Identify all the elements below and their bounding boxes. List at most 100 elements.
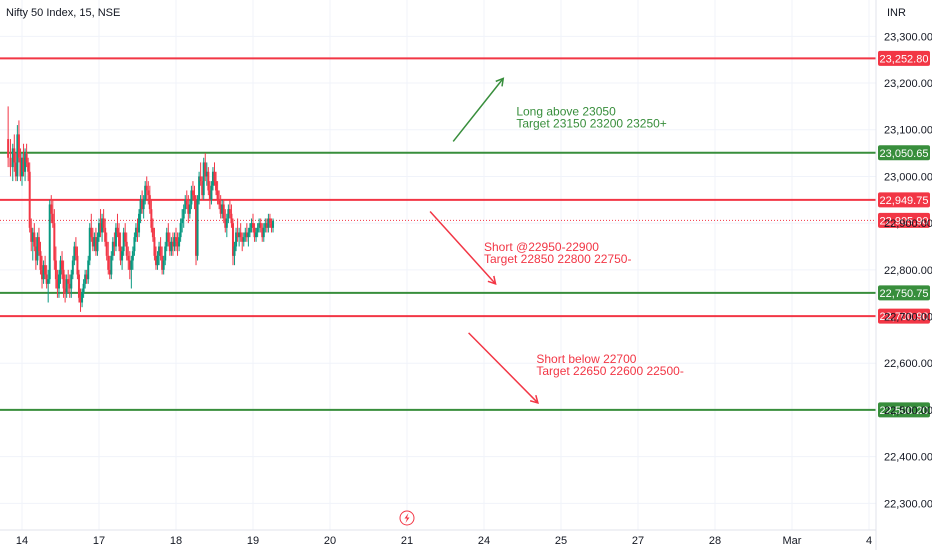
candle-body — [250, 223, 253, 228]
candle-body — [99, 223, 102, 233]
candle-body — [77, 274, 80, 298]
event-marker[interactable] — [399, 510, 415, 526]
candle-body — [65, 279, 68, 294]
candle-body — [182, 209, 185, 219]
annotation-text: Target 22850 22800 22750- — [484, 252, 631, 266]
candle-body — [81, 293, 84, 303]
candle-body — [17, 134, 20, 158]
candle-body — [211, 171, 214, 186]
candle-body — [261, 227, 264, 238]
x-tick-label: 27 — [632, 535, 644, 547]
candle-body — [175, 237, 177, 242]
candle-body — [210, 185, 213, 200]
candle-body — [101, 218, 104, 233]
candle-body — [70, 274, 73, 289]
level-price-tag — [878, 145, 930, 161]
candle-body — [19, 157, 22, 177]
candle-body — [56, 279, 59, 289]
candle-body — [67, 279, 70, 284]
candle-body — [216, 190, 219, 200]
candle-body — [170, 241, 173, 252]
currency-label[interactable]: INR — [887, 7, 906, 19]
candle-body — [94, 237, 97, 252]
candle-body — [118, 232, 121, 247]
candle-body — [201, 181, 204, 196]
candle-body — [47, 279, 50, 284]
candle-body — [28, 171, 31, 228]
candle-body — [54, 260, 57, 280]
candle-body — [24, 153, 27, 172]
candle-body — [59, 260, 62, 275]
candle-body — [248, 227, 251, 233]
x-tick-label: 25 — [555, 535, 567, 547]
candle-body — [42, 265, 45, 280]
candle-body — [145, 185, 148, 191]
candle-body — [136, 227, 139, 233]
candle-body — [236, 232, 239, 238]
candle-body — [239, 232, 242, 238]
x-tick-label: 21 — [401, 535, 413, 547]
level-price-label: 22,949.75 — [880, 195, 929, 207]
annotation-text: Long above 23050 — [516, 105, 616, 119]
candle-body — [227, 209, 230, 219]
candle-body — [122, 232, 125, 252]
candle-body — [116, 227, 119, 233]
x-tick-label: Mar — [783, 535, 802, 547]
candle-body — [64, 288, 67, 294]
candle-body — [165, 232, 168, 247]
candle-body — [134, 227, 137, 238]
candle-body — [233, 246, 236, 256]
candle-body — [193, 195, 196, 200]
candle-body — [191, 190, 194, 196]
candle-body — [82, 283, 85, 294]
candle-body — [264, 223, 267, 228]
candle-body — [195, 199, 198, 256]
candle-body — [114, 227, 117, 247]
candle-body — [53, 223, 56, 261]
annotation-arrow-short — [429, 210, 497, 285]
candle-body — [133, 237, 136, 252]
x-tick-label: 28 — [709, 535, 721, 547]
y-tick-label: 23,300.00 — [884, 31, 932, 43]
candle-body — [235, 232, 238, 247]
candle-body — [85, 274, 88, 280]
candle-body — [39, 251, 42, 270]
lightning-bolt-icon — [399, 510, 415, 526]
candle-body — [190, 190, 193, 205]
candle-body — [119, 246, 122, 261]
time-axis[interactable]: 14 17 18 19 20 21 24 25 27 28 Mar 4 — [0, 529, 876, 547]
annotation-text: Short below 22700 — [536, 352, 636, 366]
candle-body — [231, 223, 234, 256]
candle-body — [93, 237, 96, 247]
candle-body — [111, 241, 114, 256]
candle-body — [104, 227, 107, 242]
candle-body — [253, 227, 256, 238]
y-tick-label: 23,200.00 — [884, 78, 932, 90]
candle-body — [125, 241, 128, 256]
level-price-label: 22,500.20 — [880, 405, 929, 417]
level-price-label: 22,750.75 — [880, 288, 929, 300]
candle-body — [113, 241, 116, 247]
candle-body — [98, 223, 100, 238]
candle-body — [44, 265, 47, 275]
candle-body — [33, 232, 36, 247]
candle-body — [74, 246, 77, 256]
candle-body — [48, 204, 51, 280]
candle-body — [159, 246, 162, 256]
candle-body — [164, 246, 167, 261]
level-price-tag — [878, 402, 930, 418]
candle-body — [219, 204, 222, 214]
candle-body — [167, 232, 170, 242]
candle-body — [173, 237, 176, 247]
price-axis[interactable]: 22,300.00 22,400.00 22,500.00 22,600.00 22,7… — [875, 0, 932, 550]
candle-body — [222, 204, 225, 219]
candle-body — [30, 227, 33, 242]
candle-body — [88, 227, 91, 261]
candle-body — [171, 241, 174, 247]
y-tick-label: 23,100.00 — [884, 125, 932, 137]
candle-body — [252, 223, 254, 228]
candle-body — [221, 204, 224, 214]
annotation-text: Target 23150 23200 23250+ — [516, 117, 666, 131]
